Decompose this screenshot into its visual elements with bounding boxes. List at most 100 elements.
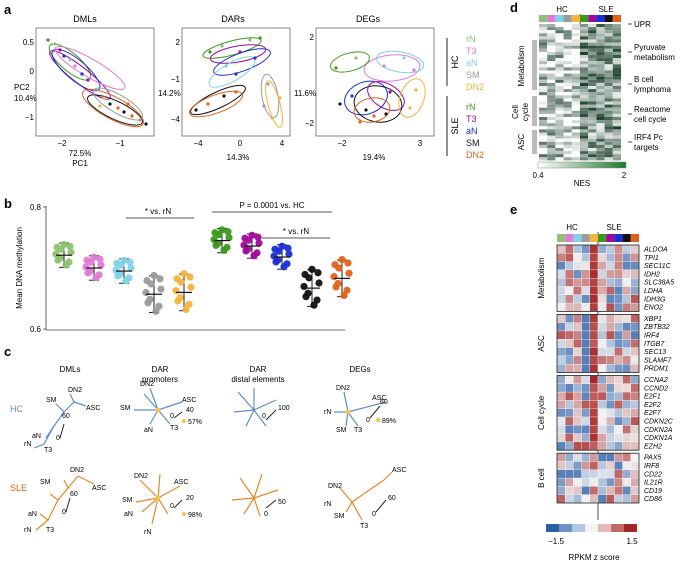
d-cell [604,95,613,99]
points [334,56,418,124]
e-section-label: Cell cycle [537,395,546,430]
e-cell [565,347,574,357]
gene-label: IRF8 [644,463,659,470]
e-cell [614,364,623,373]
e-cell [622,375,631,384]
e-cell [581,416,590,426]
sample-dot [225,234,233,242]
d-cell [539,27,548,31]
d-cell [555,154,564,158]
d-cell [555,138,564,142]
e-cell [614,286,623,295]
d-cell [539,42,548,46]
e-cell [565,433,574,443]
e-section [556,313,640,373]
e-cell [573,391,582,401]
d-cell [555,30,564,34]
ellipse [213,48,271,76]
pca-dmls-xtick: −2 [57,139,67,148]
d-cell [588,138,597,142]
gene-label: CD19 [644,488,662,495]
e-group-swatch [606,234,615,242]
d-cell [580,82,589,86]
d-cell [596,48,605,52]
e-cell [573,416,582,426]
d-cell [596,138,605,142]
ellipse [363,54,421,82]
d-cell [580,42,589,46]
e-cell [630,486,640,495]
e-cell [630,383,640,393]
d-cell [547,79,556,83]
d-cell [604,129,613,133]
d-cb-min: 0.4 [532,171,544,180]
e-colorbar-step [572,524,585,532]
e-cell [630,494,640,504]
d-cell [555,45,564,49]
sample-dot [143,276,151,285]
d-cell [539,135,548,139]
e-cell [589,453,599,462]
d-cell [547,135,556,139]
d-cell [571,123,580,127]
d-cell [612,110,621,114]
scale: 0 [62,509,66,516]
sample-dot [244,245,252,253]
sample-dot [241,234,249,242]
d-cell [571,39,580,43]
sample-dot [53,243,61,251]
d-cell [547,45,556,49]
pca-dars-ytick: −4 [171,115,181,124]
d-cell [596,58,605,62]
d-cell [604,42,613,46]
e-cell [597,461,607,470]
pca-dars-xpct: 14.3% [227,153,250,162]
e-cell [565,461,574,470]
e-cell [630,355,640,365]
d-cell [588,110,597,114]
node: ASC [182,397,196,404]
gene-label: CD22 [644,471,662,478]
sample-dot [278,242,286,250]
d-cell [580,120,589,124]
e-cell [556,477,566,487]
d-cell [612,48,621,52]
sample-dot [301,270,309,279]
gene-label: CCNA2 [644,377,668,384]
legend-item: T3 [466,114,477,124]
e-cell [573,383,582,393]
d-cell [580,126,589,130]
pca-dmls-xtick: −1 [115,139,125,148]
d-cell [539,73,548,77]
e-cell [630,330,640,340]
d-cell [588,55,597,59]
pca-dars-xtick: −4 [193,139,203,148]
e-cell [606,441,615,451]
d-cb-title: NES [574,179,590,188]
e-cell [573,278,582,287]
e-section-label: ASC [537,335,546,352]
node: ASC [372,395,386,402]
d-cell [580,157,589,161]
d-cell [571,138,580,142]
legend-item: aN [466,126,478,136]
sample-dot [345,269,353,277]
d-cell [588,104,597,108]
e-cell [614,469,623,479]
e-cell [606,294,615,304]
node: rN [324,409,331,416]
legend-group-sle: SLE [450,117,460,134]
pca-degs-xtick: 3 [418,139,423,148]
gene-label: CD86 [644,496,662,503]
e-cell [614,433,623,443]
d-cell [588,27,597,31]
d-cell [580,144,589,148]
d-cell [612,73,621,77]
d-cell [539,86,548,90]
gene-label: IRF4 [644,333,659,340]
d-cell [588,48,597,52]
pca-dmls-xpct: 72.5% [69,149,92,158]
d-cell [596,86,605,90]
d-cell [588,98,597,102]
e-cell [622,302,631,312]
